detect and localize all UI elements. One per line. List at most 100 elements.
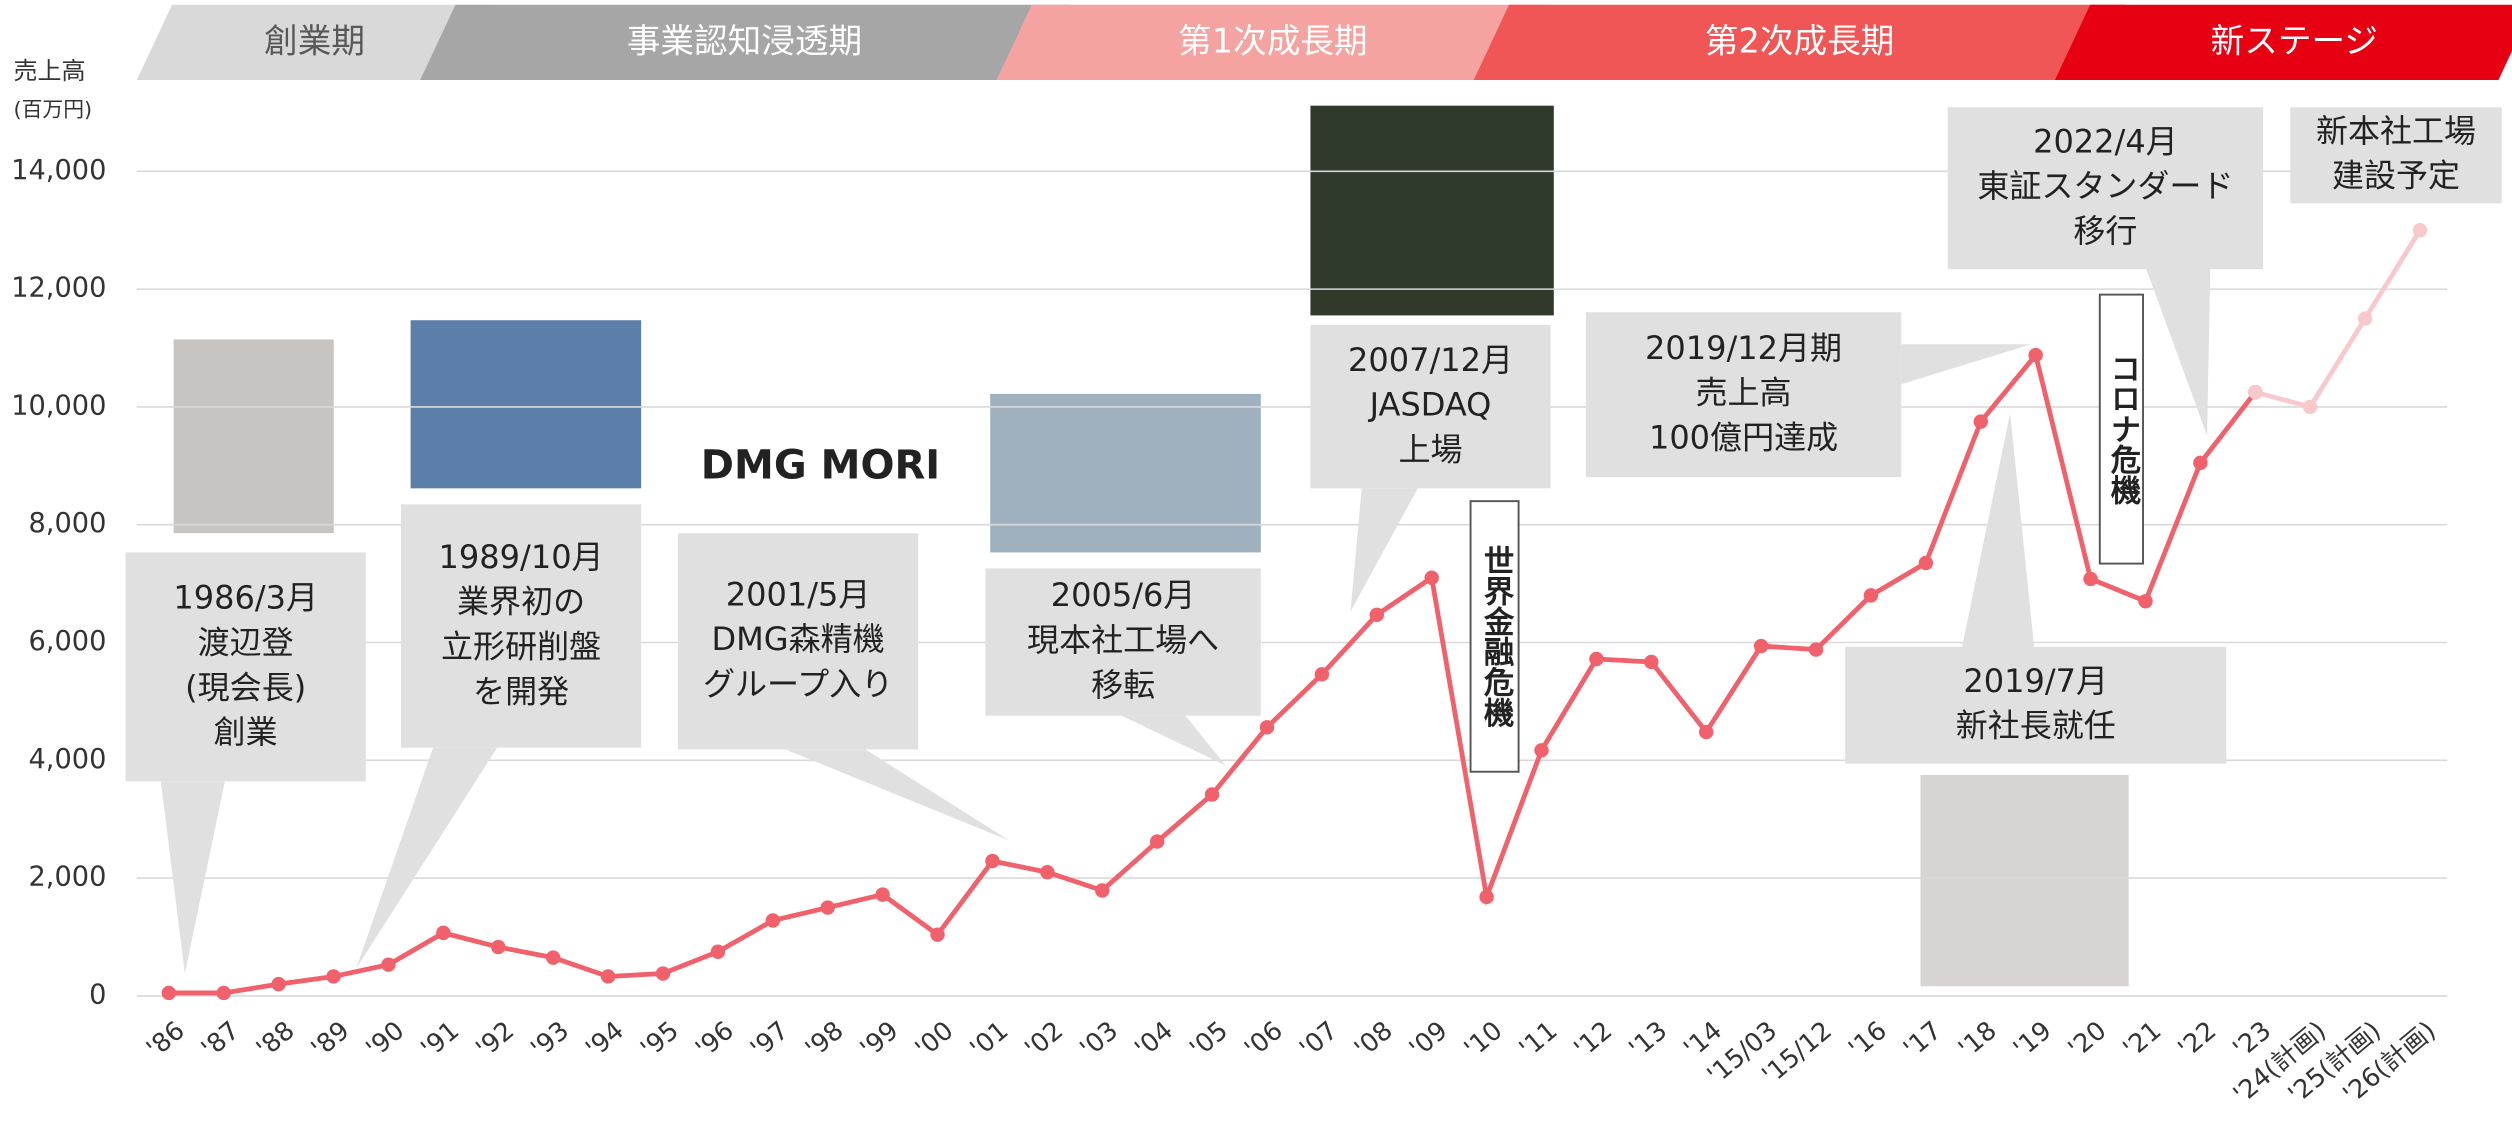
- callout-pointer: [356, 748, 497, 969]
- callout-text: 上場: [1399, 431, 1463, 469]
- callout-text: 2022/4月: [2033, 122, 2178, 160]
- callout-text: 業界初の: [457, 583, 585, 621]
- x-tick-label: '96: [690, 1016, 740, 1064]
- data-point: [546, 950, 560, 964]
- y-axis-label: 売上高: [14, 57, 86, 85]
- y-tick-label: 10,000: [11, 390, 106, 421]
- data-point: [1479, 890, 1493, 904]
- x-tick-label: '86: [141, 1016, 191, 1064]
- photo: [174, 339, 334, 533]
- data-point: [821, 900, 835, 914]
- y-axis-label: (百万円): [14, 97, 93, 121]
- y-tick-label: 14,000: [11, 155, 106, 186]
- x-tick-label: '97: [745, 1016, 795, 1064]
- callout-pointer: [785, 749, 1009, 840]
- y-tick-label: 0: [89, 979, 106, 1010]
- phase-label: 創業期: [264, 22, 365, 61]
- callout-text: DMG森精機: [712, 620, 885, 658]
- data-point: [2413, 223, 2427, 237]
- callout-text: 2019/7月: [1963, 662, 2108, 700]
- x-tick-label: '22: [2173, 1016, 2223, 1064]
- x-tick-label: '94: [580, 1016, 630, 1064]
- photo: [1310, 106, 1553, 316]
- photo: [1920, 775, 2128, 986]
- x-tick-label: '09: [1404, 1016, 1454, 1064]
- callout-text: 立形研削盤: [441, 627, 601, 665]
- data-point: [1589, 652, 1603, 666]
- x-tick-label: '91: [416, 1016, 466, 1064]
- callout-text: 東証スタンダード: [1977, 167, 2233, 205]
- data-point: [162, 986, 176, 1000]
- data-point: [601, 969, 615, 983]
- callout-text: 2007/12月: [1348, 341, 1513, 379]
- data-point: [1534, 743, 1548, 757]
- x-tick-label: '98: [800, 1016, 850, 1064]
- data-point: [271, 977, 285, 991]
- data-point: [2303, 400, 2317, 414]
- data-point: [1864, 588, 1878, 602]
- x-tick-label: '18: [1953, 1016, 2003, 1064]
- x-tick-label: '04: [1129, 1016, 1179, 1064]
- x-tick-label: '02: [1020, 1016, 1070, 1064]
- callout-text: 2005/6月: [1051, 576, 1196, 614]
- callout-text: 1986/3月: [173, 579, 318, 617]
- data-point: [381, 957, 395, 971]
- data-point: [2083, 572, 2097, 586]
- y-tick-label: 4,000: [28, 744, 106, 775]
- x-tick-label: '19: [2008, 1016, 2058, 1064]
- x-tick-label: '07: [1294, 1016, 1344, 1064]
- x-tick-label: '89: [306, 1016, 356, 1064]
- callout-text: 渡辺登: [198, 623, 294, 661]
- data-point: [1424, 571, 1438, 585]
- x-tick-label: '21: [2118, 1016, 2168, 1064]
- photo: [990, 394, 1261, 553]
- phase-label: 第1次成長期: [1178, 22, 1367, 61]
- callout-text: 2019/12月期: [1645, 329, 1842, 367]
- y-tick-label: 12,000: [11, 273, 106, 304]
- data-point: [436, 926, 450, 940]
- callout-text: 100億円達成: [1649, 419, 1838, 457]
- x-tick-label: '13: [1623, 1016, 1673, 1064]
- data-point: [2248, 385, 2262, 399]
- phase-label: 第2次成長期: [1705, 22, 1894, 61]
- x-tick-label: '93: [525, 1016, 575, 1064]
- data-point: [2028, 348, 2042, 362]
- data-point: [1260, 720, 1274, 734]
- data-point: [1370, 608, 1384, 622]
- x-tick-label: '95: [635, 1016, 685, 1064]
- x-tick-label: '08: [1349, 1016, 1399, 1064]
- x-tick-label: '88: [251, 1016, 301, 1064]
- x-tick-label: '90: [361, 1016, 411, 1064]
- x-tick-label: '05: [1184, 1016, 1234, 1064]
- logo-text: DMG MORI: [701, 443, 940, 489]
- callout-text: グループ入り: [703, 665, 893, 703]
- x-tick-label: '99: [855, 1016, 905, 1064]
- series-line: [2255, 230, 2420, 407]
- data-point: [491, 940, 505, 954]
- callout-text: 2001/5月: [726, 575, 871, 613]
- data-point: [2138, 594, 2152, 608]
- callout-text: 新本社工場: [2316, 112, 2476, 150]
- x-tick-label: '01: [965, 1016, 1015, 1064]
- data-point: [875, 887, 889, 901]
- callout-pointer: [1901, 344, 2031, 384]
- callout-text: 売上高: [1696, 374, 1792, 412]
- callout-text: 移転: [1091, 666, 1155, 704]
- callout-text: 移行: [2073, 212, 2137, 250]
- callout-text: 建設予定: [2332, 157, 2460, 195]
- x-tick-label: '00: [910, 1016, 960, 1064]
- x-tick-label: '12: [1569, 1016, 1619, 1064]
- data-point: [930, 927, 944, 941]
- callout-text: (現会長): [185, 668, 306, 706]
- data-point: [711, 945, 725, 959]
- data-point: [985, 854, 999, 868]
- data-point: [1809, 642, 1823, 656]
- data-point: [326, 969, 340, 983]
- x-tick-label: '20: [2063, 1016, 2113, 1064]
- crisis-label: 世界金融危機: [1478, 545, 1515, 728]
- data-point: [1095, 883, 1109, 897]
- callout-text: を開発: [473, 672, 569, 710]
- data-point: [766, 913, 780, 927]
- data-point: [1040, 865, 1054, 879]
- data-point: [1699, 725, 1713, 739]
